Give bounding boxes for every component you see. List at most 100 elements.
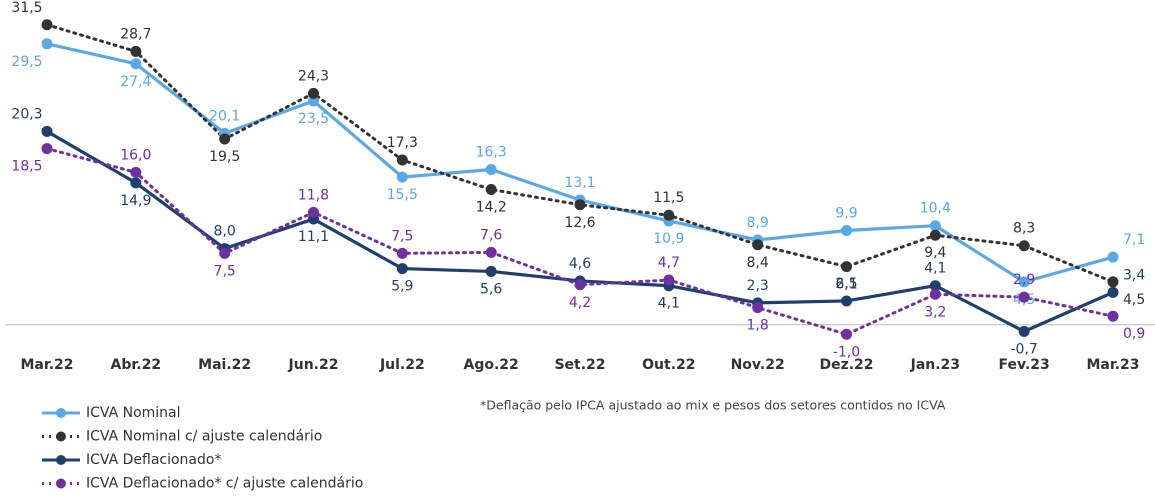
marker — [1018, 240, 1030, 252]
marker — [841, 328, 852, 340]
data-label: 6,1 — [835, 277, 857, 293]
marker — [130, 177, 142, 189]
marker — [841, 224, 852, 236]
x-tick-label: Jan.23 — [910, 357, 960, 373]
marker — [1107, 286, 1119, 298]
data-label: 4,7 — [658, 255, 680, 271]
data-label: 24,3 — [298, 68, 329, 84]
data-label: 7,6 — [480, 227, 502, 243]
marker — [308, 206, 319, 218]
x-tick-label: Nov.22 — [731, 357, 785, 373]
marker — [130, 166, 142, 178]
data-label: 4,1 — [924, 261, 946, 277]
data-label: 2,3 — [747, 278, 769, 294]
data-label: 4,5 — [1123, 292, 1145, 308]
x-tick-label: Abr.22 — [111, 357, 162, 373]
data-label: 23,5 — [298, 111, 329, 127]
data-label: 16,0 — [120, 147, 151, 163]
data-label: 11,1 — [298, 229, 329, 245]
data-label: 14,9 — [120, 193, 151, 209]
data-label: 2,5 — [835, 276, 857, 292]
data-label: 5,6 — [480, 281, 502, 297]
marker — [396, 247, 408, 259]
data-label: 29,5 — [11, 54, 42, 70]
marker — [308, 87, 319, 99]
data-label: 15,5 — [387, 187, 418, 203]
data-label: 9,9 — [835, 205, 857, 221]
data-label: 19,5 — [209, 149, 240, 165]
legend-marker — [56, 431, 66, 442]
marker — [663, 209, 675, 221]
marker — [41, 143, 53, 155]
legend-label: ICVA Deflacionado* c/ ajuste calendário — [86, 476, 363, 492]
data-label: 5,9 — [391, 279, 413, 295]
x-tick-label: Dez.22 — [819, 357, 873, 373]
marker — [1018, 276, 1030, 288]
data-label: 8,0 — [214, 224, 236, 240]
data-label: 18,5 — [11, 159, 42, 175]
data-label: 4,2 — [569, 295, 591, 311]
legend-marker — [56, 478, 66, 489]
marker — [663, 274, 675, 286]
data-label: 12,6 — [564, 215, 595, 231]
marker — [130, 58, 142, 70]
x-tick-label: Ago.22 — [464, 357, 519, 373]
marker — [41, 125, 53, 137]
marker — [1107, 276, 1119, 288]
marker — [219, 247, 231, 259]
x-tick-label: Mar.22 — [20, 357, 73, 373]
data-label: 4,1 — [658, 296, 680, 312]
marker — [130, 45, 142, 57]
marker — [396, 171, 408, 183]
series-line — [45, 42, 1115, 284]
marker — [1018, 325, 1030, 337]
data-label: 31,5 — [11, 0, 42, 16]
marker — [929, 229, 941, 241]
marker — [485, 265, 497, 277]
data-label: 7,5 — [214, 263, 236, 279]
data-label: 8,9 — [747, 215, 769, 231]
marker — [396, 154, 408, 166]
marker — [1107, 310, 1119, 322]
data-label: 11,8 — [298, 187, 329, 203]
marker — [574, 279, 586, 291]
marker — [485, 164, 497, 176]
data-label: 3,2 — [924, 304, 946, 320]
marker — [485, 184, 497, 196]
data-label: 7,5 — [391, 228, 413, 244]
marker — [752, 302, 764, 314]
data-label: 2,9 — [1013, 272, 1035, 288]
legend-marker — [56, 408, 66, 418]
marker — [308, 95, 319, 107]
legend-label: ICVA Deflacionado* — [86, 452, 221, 468]
legend-label: ICVA Nominal c/ ajuste calendário — [86, 429, 322, 445]
data-label: 9,4 — [924, 245, 946, 261]
marker — [929, 280, 941, 292]
legend-label: ICVA Nominal — [86, 405, 181, 421]
marker — [1107, 251, 1119, 263]
x-tick-label: Fev.23 — [999, 357, 1050, 373]
x-tick-label: Mai.22 — [198, 357, 251, 373]
marker — [1018, 291, 1030, 303]
data-label: 14,2 — [476, 200, 507, 216]
marker — [841, 261, 852, 273]
marker — [929, 288, 941, 300]
x-tick-label: Jul.22 — [379, 357, 425, 373]
marker — [396, 263, 408, 275]
marker — [929, 220, 941, 232]
data-label: 7,1 — [1123, 232, 1145, 248]
data-label: 0,9 — [1123, 326, 1145, 342]
footnote: *Deflação pelo IPCA ajustado ao mix e pe… — [480, 398, 946, 413]
marker — [41, 38, 53, 50]
marker — [219, 133, 231, 145]
data-label: 11,5 — [653, 190, 684, 206]
x-tick-label: Mar.23 — [1086, 357, 1139, 373]
data-label: 16,3 — [476, 145, 507, 161]
data-label: 3,4 — [1123, 267, 1145, 283]
x-tick-label: Out.22 — [642, 357, 695, 373]
data-label: 13,1 — [564, 175, 595, 191]
data-label: 10,4 — [920, 201, 951, 217]
marker — [841, 295, 852, 307]
